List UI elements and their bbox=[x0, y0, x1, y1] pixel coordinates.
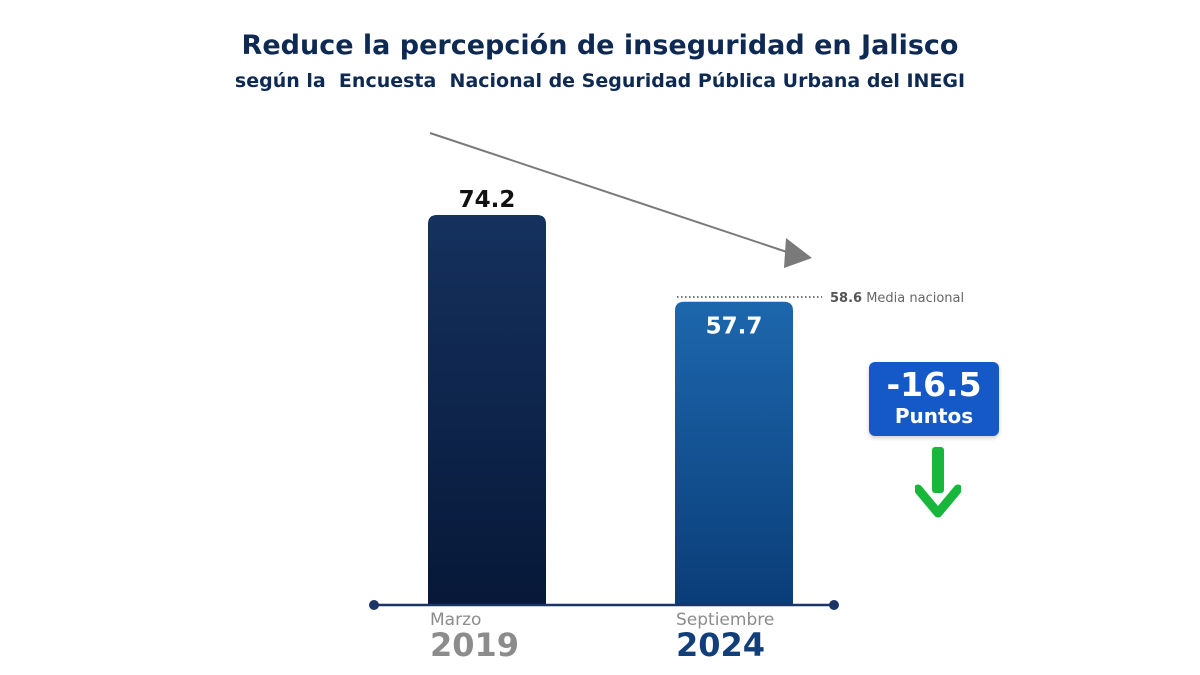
bar-value-label: 74.2 bbox=[459, 187, 516, 213]
difference-value: -16.5 bbox=[886, 365, 982, 404]
difference-badge: -16.5 Puntos bbox=[869, 362, 999, 436]
category-month-label: Marzo bbox=[430, 610, 481, 630]
down-arrow-icon bbox=[915, 447, 961, 518]
trend-arrow-head bbox=[784, 238, 812, 268]
bar-2024 bbox=[675, 301, 793, 605]
bar-value-label: 57.7 bbox=[706, 314, 763, 340]
axis-start-dot bbox=[369, 600, 379, 610]
reference-name: Media nacional bbox=[862, 291, 964, 306]
bar-2019 bbox=[428, 215, 546, 605]
page-subtitle: según la Encuesta Nacional de Seguridad … bbox=[234, 70, 966, 92]
reference-value: 58.6 bbox=[830, 291, 862, 306]
axis-end-dot bbox=[829, 600, 839, 610]
page-title: Reduce la percepción de inseguridad en J… bbox=[0, 30, 1200, 61]
reference-line-label: 58.6 Media nacional bbox=[830, 291, 964, 306]
title-emphasis: Reduce bbox=[241, 30, 354, 61]
category-year-label: 2024 bbox=[676, 626, 765, 664]
trend-arrow-icon bbox=[429, 132, 791, 254]
difference-unit-label: Puntos bbox=[894, 404, 974, 428]
title-rest: la percepción de inseguridad en Jalisco bbox=[353, 30, 959, 61]
category-month-label: Septiembre bbox=[676, 610, 774, 630]
category-year-label: 2019 bbox=[430, 626, 519, 664]
